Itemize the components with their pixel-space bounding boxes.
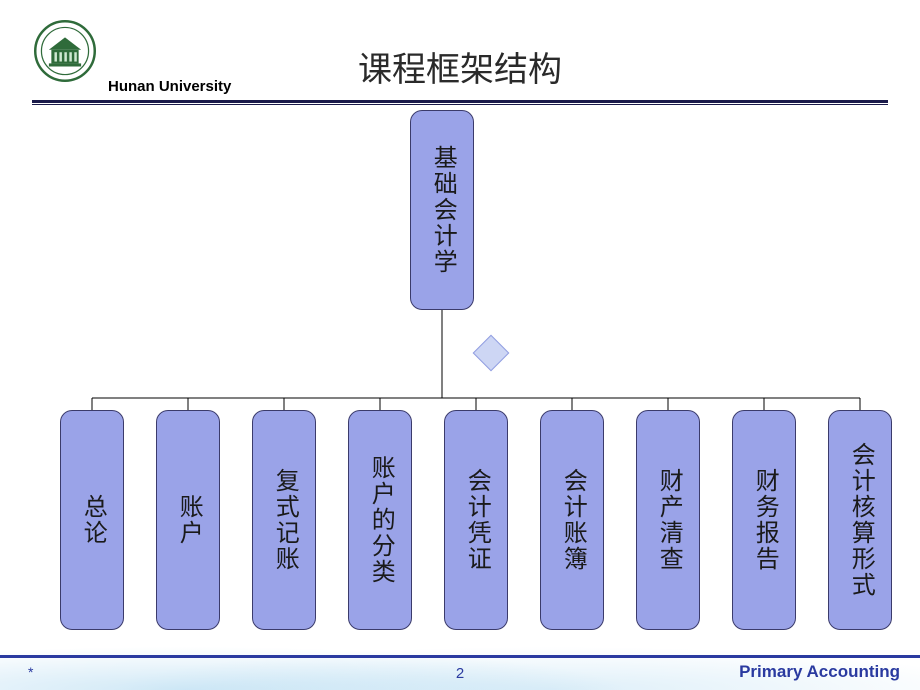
- tree-child-3: 复式记账: [252, 410, 316, 630]
- tree-child-7: 财产清查: [636, 410, 700, 630]
- tree-child-9-label: 会计核算形式: [847, 442, 873, 598]
- tree-child-8: 财务报告: [732, 410, 796, 630]
- footer-course-name: Primary Accounting: [739, 662, 900, 682]
- tree-child-5: 会计凭证: [444, 410, 508, 630]
- tree-root: 基础会计学: [410, 110, 474, 310]
- tree-child-2: 账户: [156, 410, 220, 630]
- tree-child-6: 会计账簿: [540, 410, 604, 630]
- tree-child-3-label: 复式记账: [271, 468, 297, 572]
- header-rule-thick: [32, 100, 888, 103]
- footer-rule: [0, 655, 920, 658]
- slide-header: Hunan University 课程框架结构: [0, 18, 920, 96]
- tree-child-7-label: 财产清查: [655, 468, 681, 572]
- header-rule-thin: [32, 104, 888, 105]
- tree-child-4-label: 账户的分类: [367, 455, 393, 585]
- tree-child-2-label: 账户: [175, 494, 201, 546]
- tree-child-1: 总论: [60, 410, 124, 630]
- diamond-decoration: [473, 335, 510, 372]
- tree-child-1-label: 总论: [79, 494, 105, 546]
- course-structure-diagram: 基础会计学总论 账户 复式记账 账户的分类 会计凭证 会计账簿 财产清查 财务报告 会计核算形式: [0, 110, 920, 640]
- tree-child-6-label: 会计账簿: [559, 468, 585, 572]
- tree-child-5-label: 会计凭证: [463, 468, 489, 572]
- page-title: 课程框架结构: [0, 42, 920, 91]
- tree-child-4: 账户的分类: [348, 410, 412, 630]
- tree-child-8-label: 财务报告: [751, 468, 777, 572]
- tree-root-label: 基础会计学: [429, 145, 455, 275]
- tree-child-9: 会计核算形式: [828, 410, 892, 630]
